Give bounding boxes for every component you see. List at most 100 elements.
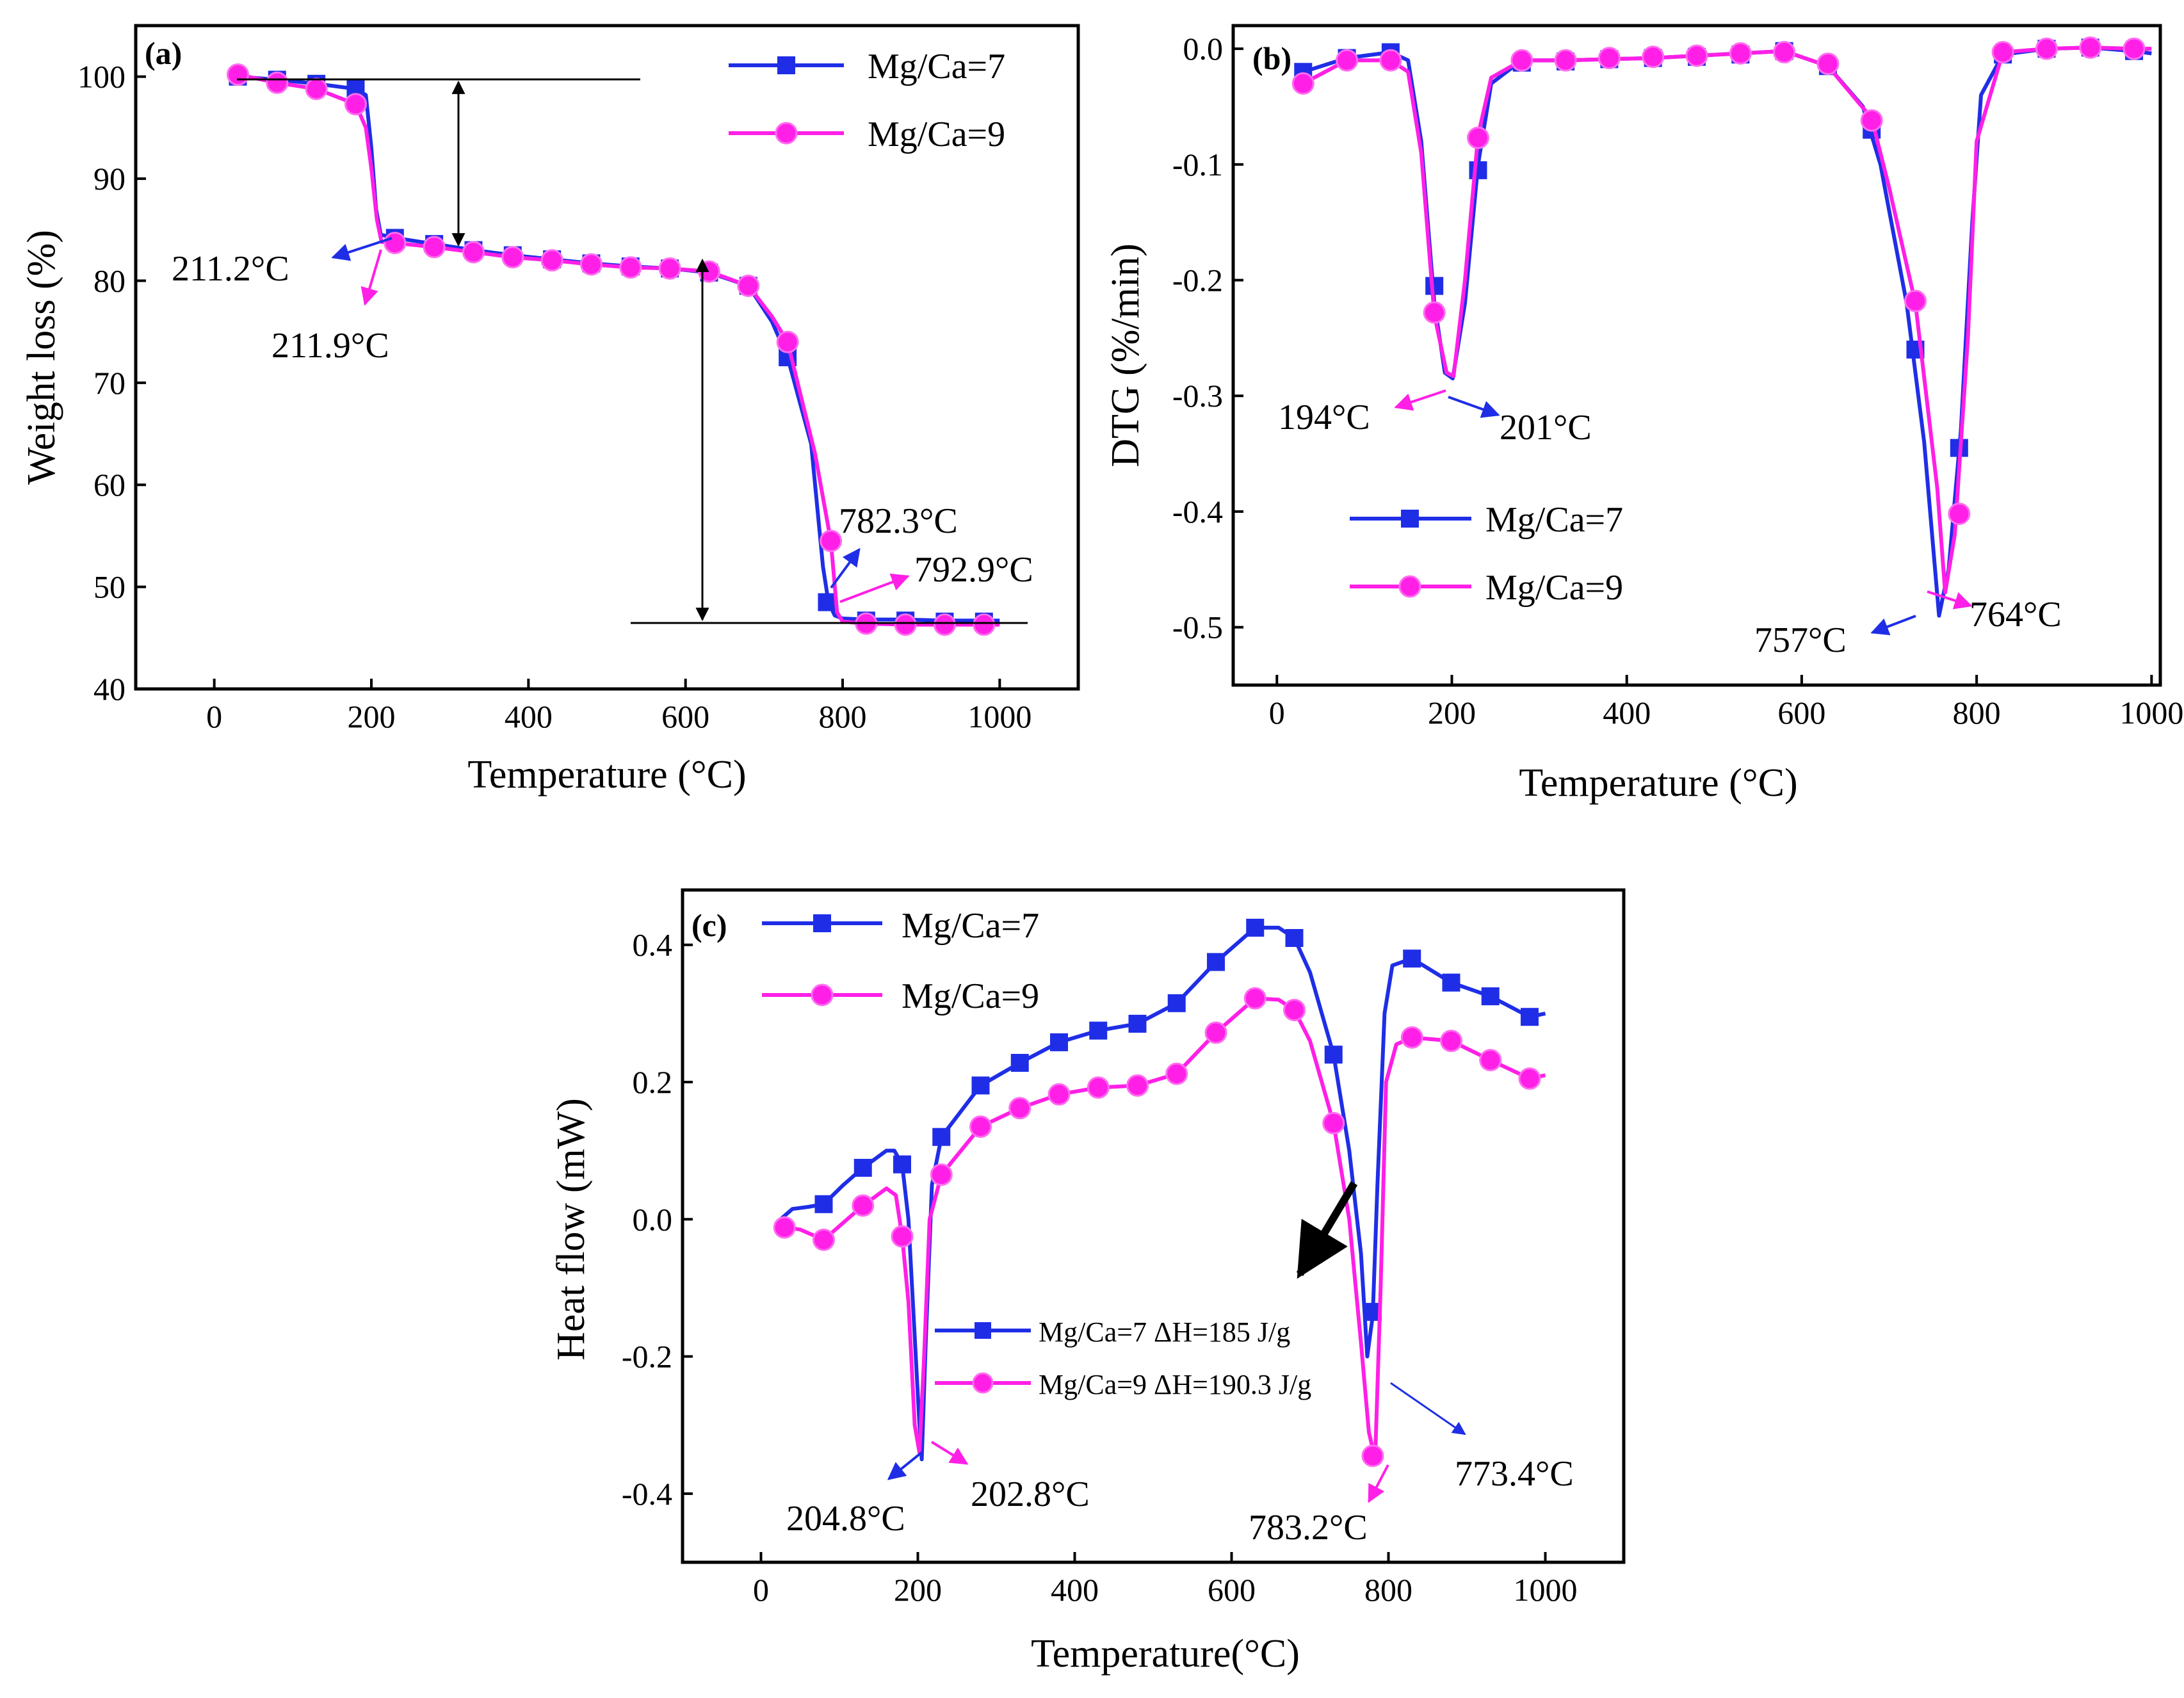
panel-b-x-ticks: 0 200 400 600 800 1000 — [1269, 675, 2183, 731]
panel-c-legend: Mg/Ca=7 Mg/Ca=9 — [762, 906, 1039, 1016]
panel-a-series-2-point-13 — [737, 274, 760, 297]
panel-c-x-ticks: 0 200 400 600 800 1000 — [753, 1552, 1578, 1608]
panel-c-series-1-point-0 — [814, 1195, 833, 1213]
panel-c-x-tick-label-800: 800 — [1364, 1572, 1412, 1608]
panel-c-y-tick-label-2: 0.0 — [633, 1201, 673, 1237]
panel-b-y-tick-label-0: -0.5 — [1172, 610, 1223, 645]
panel-b-series-2-point-5 — [1510, 49, 1533, 72]
panel-c-series-1-point-17 — [1481, 987, 1500, 1006]
panel-b-x-tick-label-600: 600 — [1777, 695, 1825, 731]
panel-c-series-2-line — [780, 996, 1546, 1462]
panel-c-annotation-202-8: 202.8°C — [971, 1475, 1090, 1514]
panel-a-x-tick-label-800: 800 — [819, 699, 867, 734]
panel-b-legend-label-2: Mg/Ca=9 — [1485, 568, 1623, 608]
panel-a-series-2-point-5 — [423, 236, 446, 259]
panel-b-arrow-764 — [1927, 590, 1973, 610]
panel-c-series-2-point-8 — [1087, 1076, 1110, 1099]
panel-c-series-2-point-10 — [1165, 1062, 1188, 1085]
panel-c-series-1-point-2 — [893, 1155, 911, 1174]
panel-c-series-1-point-1 — [853, 1158, 872, 1177]
panel-b-series-2-point-3 — [1423, 301, 1446, 324]
panel-a-x-tick-label-0: 0 — [206, 699, 222, 734]
panel-c-inner-legend-marker-1 — [975, 1322, 991, 1339]
panel-a-legend-marker-1 — [777, 56, 795, 74]
panel-a-legend-marker-2 — [775, 122, 798, 145]
panel-c-series-2-point-17 — [1440, 1030, 1462, 1053]
panel-b-series-2-point-0 — [1291, 72, 1314, 95]
panel-a-series-2-point-14 — [776, 330, 799, 353]
panel-c-arrow-202-8 — [930, 1441, 969, 1465]
panel-b-annotation-757: 757°C — [1754, 620, 1847, 660]
panel-b-series-2-point-19 — [2123, 37, 2146, 60]
panel-b-annotation-201: 201°C — [1500, 408, 1592, 448]
panel-c-series-1-point-11 — [1246, 918, 1265, 937]
panel-b-series-2-point-16 — [1991, 41, 2014, 64]
panel-b-y-tick-label-5: 0.0 — [1183, 31, 1224, 67]
panel-c-y-tick-label-1: -0.2 — [622, 1339, 672, 1375]
panel-a-series-2-point-4 — [384, 231, 407, 254]
panel-c-y-tick-label-0: -0.4 — [622, 1476, 672, 1512]
panel-c-x-tick-label-0: 0 — [753, 1572, 769, 1608]
panel-a-legend: Mg/Ca=7 Mg/Ca=9 — [729, 47, 1005, 154]
panel-c-series-1-point-9 — [1167, 994, 1186, 1012]
panel-b-arrow-757 — [1870, 615, 1916, 636]
panel-a-label: (a) — [145, 35, 182, 71]
panel-b-series-2-point-18 — [2079, 36, 2102, 59]
panel-c-series-2-point-5 — [969, 1115, 992, 1138]
panel-a-x-ticks: 0 200 400 600 800 1000 — [206, 679, 1031, 734]
panel-a-series-1-point-15 — [818, 593, 836, 611]
panel-b-legend-marker-1 — [1401, 510, 1419, 528]
panel-a-series-2-point-3 — [344, 93, 367, 116]
panel-b-series-2-line — [1302, 45, 2152, 595]
panel-b-series-2-point-4 — [1466, 126, 1489, 149]
panel-c-series-2-point-4 — [930, 1163, 953, 1186]
panel-c-annotation-204-8: 204.8°C — [786, 1499, 905, 1539]
panel-b-series-2-point-6 — [1554, 49, 1577, 72]
panel-c-x-tick-label-400: 400 — [1051, 1572, 1099, 1608]
panel-a-y-tick-label-2: 60 — [93, 467, 125, 503]
panel-b-series-2-point-12 — [1816, 53, 1840, 76]
panel-b-series-1-line — [1302, 45, 2152, 618]
panel-b-y-tick-label-2: -0.3 — [1172, 378, 1223, 414]
panel-b-annotation-194: 194°C — [1278, 398, 1370, 437]
panel-c-inner-legend: Mg/Ca=7 ΔH=185 J/g Mg/Ca=9 ΔH=190.3 J/g — [935, 1316, 1311, 1400]
panel-c-x-tick-label-600: 600 — [1208, 1572, 1256, 1608]
panel-a-arrow-792-9 — [839, 573, 910, 603]
panel-a-legend-label-2: Mg/Ca=9 — [868, 115, 1005, 154]
panel-c: 0 200 400 600 800 1000 -0.4-0.20.00.20.4 (c) … — [549, 888, 1626, 1676]
panel-c-series-2-point-14 — [1322, 1112, 1345, 1135]
panel-a-series-2-point-0 — [226, 63, 249, 86]
panel-b-y-axis-label: DTG (%/min) — [1104, 243, 1147, 467]
panel-b-series-2-point-1 — [1336, 49, 1359, 72]
panel-b-y-tick-label-1: -0.4 — [1172, 494, 1223, 530]
panel-c-series-1-point-12 — [1285, 929, 1304, 947]
panel-a-annotation-792-9: 792.9°C — [914, 550, 1033, 590]
panel-c-series-2-point-7 — [1048, 1083, 1071, 1106]
panel-b-series-2-point-17 — [2035, 37, 2058, 60]
panel-b-legend: Mg/Ca=7 Mg/Ca=9 — [1350, 500, 1623, 608]
panel-c-series-2-point-12 — [1243, 987, 1266, 1010]
panel-c-series-1-point-10 — [1207, 953, 1225, 971]
panel-c-series-1-point-15 — [1403, 950, 1421, 968]
panel-a-x-tick-label-1000: 1000 — [967, 699, 1031, 734]
panel-c-series-2-point-18 — [1479, 1049, 1502, 1072]
panel-b-series-1-point-4 — [1469, 161, 1487, 179]
panel-c-series-2-point-15 — [1361, 1444, 1384, 1468]
panel-b-arrow-201 — [1448, 396, 1500, 418]
panel-b-series-2-point-9 — [1685, 44, 1708, 67]
panel-c-series-2-point-6 — [1008, 1097, 1031, 1120]
panel-b-arrow-194 — [1394, 389, 1446, 411]
panel-a-series-2-point-6 — [462, 241, 485, 264]
panel-b-x-tick-label-1000: 1000 — [2119, 695, 2183, 731]
panel-b-series-2-point-11 — [1773, 41, 1796, 64]
panel-c-series-1-point-7 — [1089, 1021, 1108, 1040]
panel-b-series-2-point-7 — [1598, 47, 1621, 70]
panel-a-series-2-point-18 — [933, 613, 956, 636]
panel-c-x-tick-label-200: 200 — [894, 1572, 942, 1608]
panel-b-y-ticks: -0.5 -0.4 -0.3 -0.2 -0.1 0.0 — [1172, 31, 1243, 645]
panel-a-series-2-point-8 — [540, 249, 563, 272]
panel-a-y-tick-label-4: 80 — [93, 263, 125, 298]
panel-c-series-1-point-13 — [1324, 1046, 1343, 1064]
panel-a-y-tick-label-6: 100 — [77, 59, 125, 95]
